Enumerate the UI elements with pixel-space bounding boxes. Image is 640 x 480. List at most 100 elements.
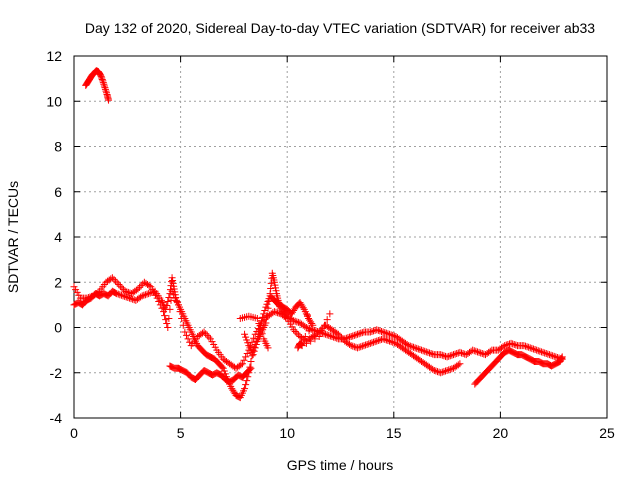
data-point-marker	[537, 348, 545, 356]
data-point-marker	[440, 368, 448, 376]
data-point-marker	[349, 342, 357, 350]
data-point-marker	[512, 341, 520, 349]
data-point-marker	[139, 280, 147, 288]
data-point-marker	[288, 316, 296, 324]
data-point-marker	[368, 327, 376, 335]
data-point-marker	[358, 329, 366, 337]
data-point-marker	[282, 313, 290, 321]
data-point-marker	[247, 357, 255, 365]
data-point-marker	[86, 293, 94, 301]
data-point-marker	[368, 339, 376, 347]
data-point-marker	[110, 275, 118, 283]
data-point-marker	[291, 317, 299, 325]
data-point-marker	[251, 344, 259, 352]
data-point-marker	[105, 96, 113, 104]
data-point-marker	[113, 279, 121, 287]
data-point-marker	[249, 351, 257, 359]
data-point-marker	[330, 333, 338, 341]
data-point-marker	[181, 328, 189, 336]
data-point-marker	[112, 277, 120, 285]
data-point-marker	[315, 333, 323, 341]
data-point-marker	[352, 331, 360, 339]
data-point-marker	[258, 330, 266, 338]
data-point-marker	[477, 349, 485, 357]
data-point-marker	[424, 348, 432, 356]
data-point-marker	[202, 330, 210, 338]
y-tick-label: 10	[46, 93, 62, 109]
axis-ticks	[73, 55, 608, 419]
data-point-marker	[357, 329, 365, 337]
data-point-marker	[171, 294, 179, 302]
data-point-marker	[311, 335, 319, 343]
data-point-marker	[355, 343, 363, 351]
data-point-marker	[360, 342, 368, 350]
data-point-marker	[354, 344, 362, 352]
data-point-marker	[350, 331, 358, 339]
data-point-marker	[446, 365, 454, 373]
data-point-marker	[163, 320, 171, 328]
chart-title: Day 132 of 2020, Sidereal Day-to-day VTE…	[85, 20, 595, 36]
x-tick-label: 25	[599, 425, 615, 441]
data-point-marker	[162, 316, 170, 324]
data-point-marker	[168, 278, 176, 286]
data-point-marker	[371, 338, 379, 346]
data-point-marker	[173, 297, 181, 305]
data-point-marker	[119, 292, 127, 300]
data-point-marker	[145, 282, 153, 290]
data-point-marker	[326, 310, 334, 318]
data-point-marker	[320, 323, 328, 331]
data-point-marker	[437, 369, 445, 377]
data-point-marker	[552, 353, 560, 361]
data-point-marker	[357, 343, 365, 351]
data-point-marker	[301, 333, 309, 341]
data-point-marker	[121, 292, 129, 300]
y-tick-label: 8	[54, 139, 62, 155]
data-point-marker	[246, 365, 254, 373]
data-point-marker	[440, 352, 448, 360]
data-point-marker	[84, 294, 92, 302]
data-point-marker	[381, 335, 389, 343]
data-point-marker	[250, 347, 258, 355]
data-point-marker	[155, 297, 163, 305]
data-point-marker	[88, 292, 96, 300]
data-point-marker	[534, 347, 542, 355]
data-point-marker	[166, 305, 174, 313]
data-point-marker	[260, 310, 268, 318]
data-point-marker	[326, 332, 334, 340]
data-point-marker	[542, 350, 550, 358]
data-point-marker	[541, 349, 549, 357]
data-point-marker	[334, 330, 342, 338]
y-tick-label: -4	[50, 410, 63, 426]
data-point-marker	[472, 347, 480, 355]
data-point-marker	[446, 352, 454, 360]
data-point-marker	[98, 75, 106, 83]
data-point-marker	[416, 346, 424, 354]
data-point-marker	[163, 301, 171, 309]
data-point-marker	[126, 289, 134, 297]
data-point-marker	[182, 331, 190, 339]
data-point-marker	[346, 340, 354, 348]
data-point-marker	[389, 331, 397, 339]
data-point-marker	[100, 82, 108, 90]
data-point-marker	[124, 294, 132, 302]
data-point-marker	[411, 344, 419, 352]
data-point-marker	[384, 337, 392, 345]
data-point-marker	[317, 326, 325, 334]
data-point-marker	[473, 348, 481, 356]
data-point-marker	[250, 334, 258, 342]
data-point-marker	[533, 346, 541, 354]
data-point-marker	[141, 291, 149, 299]
data-point-marker	[290, 326, 298, 334]
data-point-marker	[523, 343, 531, 351]
data-point-marker	[418, 346, 426, 354]
data-point-marker	[370, 327, 378, 335]
data-point-marker	[262, 319, 270, 327]
data-point-marker	[101, 85, 109, 93]
data-point-marker	[453, 350, 461, 358]
data-point-marker	[137, 293, 145, 301]
data-point-marker	[470, 347, 478, 355]
data-point-marker	[179, 321, 187, 329]
data-point-marker	[298, 342, 306, 350]
data-point-marker	[362, 341, 370, 349]
data-point-marker	[184, 335, 192, 343]
